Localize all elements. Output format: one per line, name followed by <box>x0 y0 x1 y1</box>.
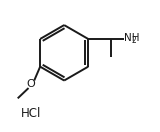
Text: 2: 2 <box>132 36 137 45</box>
Text: O: O <box>27 79 35 89</box>
Text: HCl: HCl <box>21 107 41 120</box>
Text: NH: NH <box>124 33 140 43</box>
